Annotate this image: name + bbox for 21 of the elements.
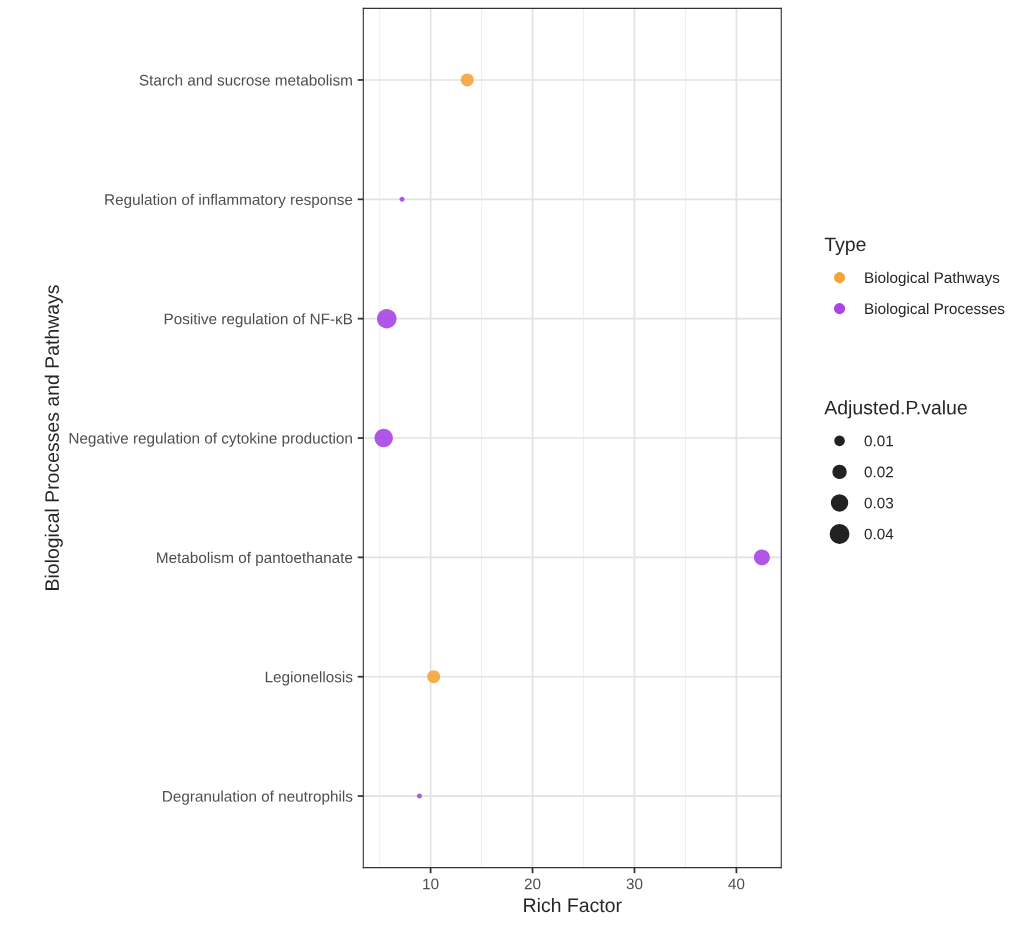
- y-tick-label: Negative regulation of cytokine production: [69, 432, 352, 447]
- x-tick-label: 40: [728, 878, 745, 890]
- y-axis-title: Biological Processes and Pathways: [44, 285, 63, 590]
- legend-label: 0.04: [864, 528, 894, 540]
- y-tick-label: Regulation of inflammatory response: [105, 193, 353, 209]
- x-axis-title: Rich Factor: [524, 897, 622, 913]
- y-tick-label: Legionellosis: [265, 671, 353, 686]
- legend-label: 0.03: [864, 497, 894, 509]
- y-tick-label: Metabolism of pantoethanate: [157, 551, 353, 567]
- y-tick-label: Degranulation of neutrophils: [163, 790, 353, 805]
- y-tick-label: Starch and sucrose metabolism: [139, 74, 352, 86]
- legend-title: Type: [824, 237, 866, 256]
- y-tick-label: Positive regulation of NF-κB: [164, 313, 353, 328]
- legend-label: Biological Processes: [865, 302, 1005, 318]
- text: Adjusted.P.value: [824, 400, 967, 419]
- legend-label: 0.02: [864, 466, 893, 478]
- x-tick-label: 10: [423, 878, 439, 890]
- x-tick-label: 30: [626, 878, 643, 890]
- legend-label: Biological Pathways: [865, 271, 1000, 287]
- x-tick-label: 20: [524, 878, 541, 890]
- legend-label: 0.01: [864, 435, 893, 447]
